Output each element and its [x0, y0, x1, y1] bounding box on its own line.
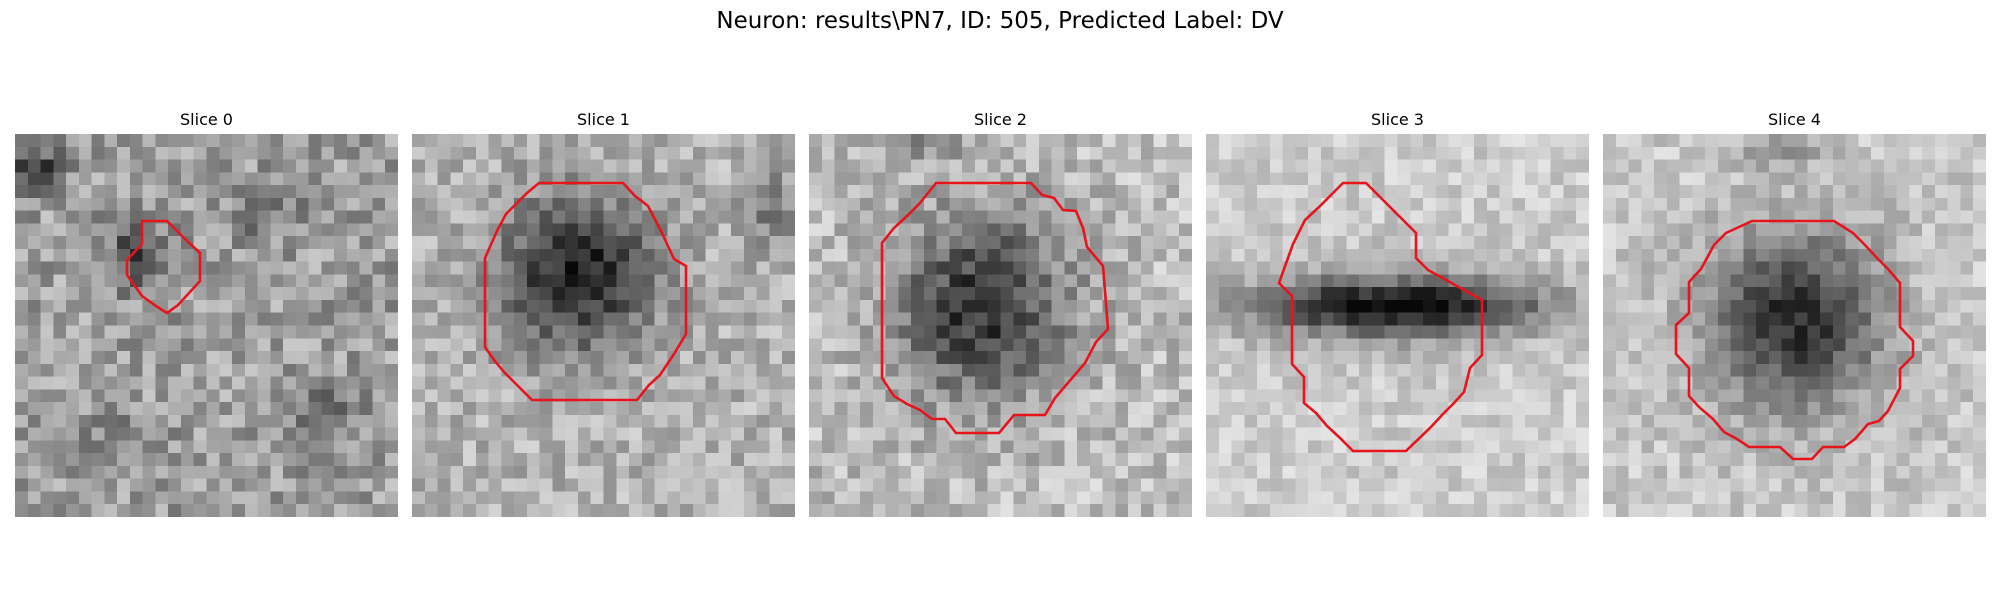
slice-1-contour [483, 181, 688, 402]
slice-0-contour [125, 219, 202, 315]
slice-2-image [809, 134, 1192, 517]
slice-0-contour-overlay [125, 219, 202, 315]
slice-1-image [412, 134, 795, 517]
slice-3-contour-overlay [1277, 181, 1484, 453]
slice-0-image [15, 134, 398, 517]
slice-0-title: Slice 0 [180, 110, 233, 129]
slice-4-panel [1603, 134, 1986, 517]
slice-3-title: Slice 3 [1371, 110, 1424, 129]
slice-1-title: Slice 1 [577, 110, 630, 129]
slice-1-contour-overlay [483, 181, 688, 402]
slice-2-contour [880, 181, 1110, 435]
slice-1-panel [412, 134, 795, 517]
slice-4-image [1603, 134, 1986, 517]
slice-3-image [1206, 134, 1589, 517]
slice-2-title: Slice 2 [974, 110, 1027, 129]
figure-title: Neuron: results\PN7, ID: 505, Predicted … [716, 8, 1284, 34]
slice-0-panel [15, 134, 398, 517]
slice-4-title: Slice 4 [1768, 110, 1821, 129]
slice-4-contour-overlay [1674, 219, 1915, 461]
slice-3-contour [1277, 181, 1484, 453]
slice-4-contour [1674, 219, 1915, 461]
slice-2-panel [809, 134, 1192, 517]
slice-2-contour-overlay [880, 181, 1110, 435]
slice-3-panel [1206, 134, 1589, 517]
